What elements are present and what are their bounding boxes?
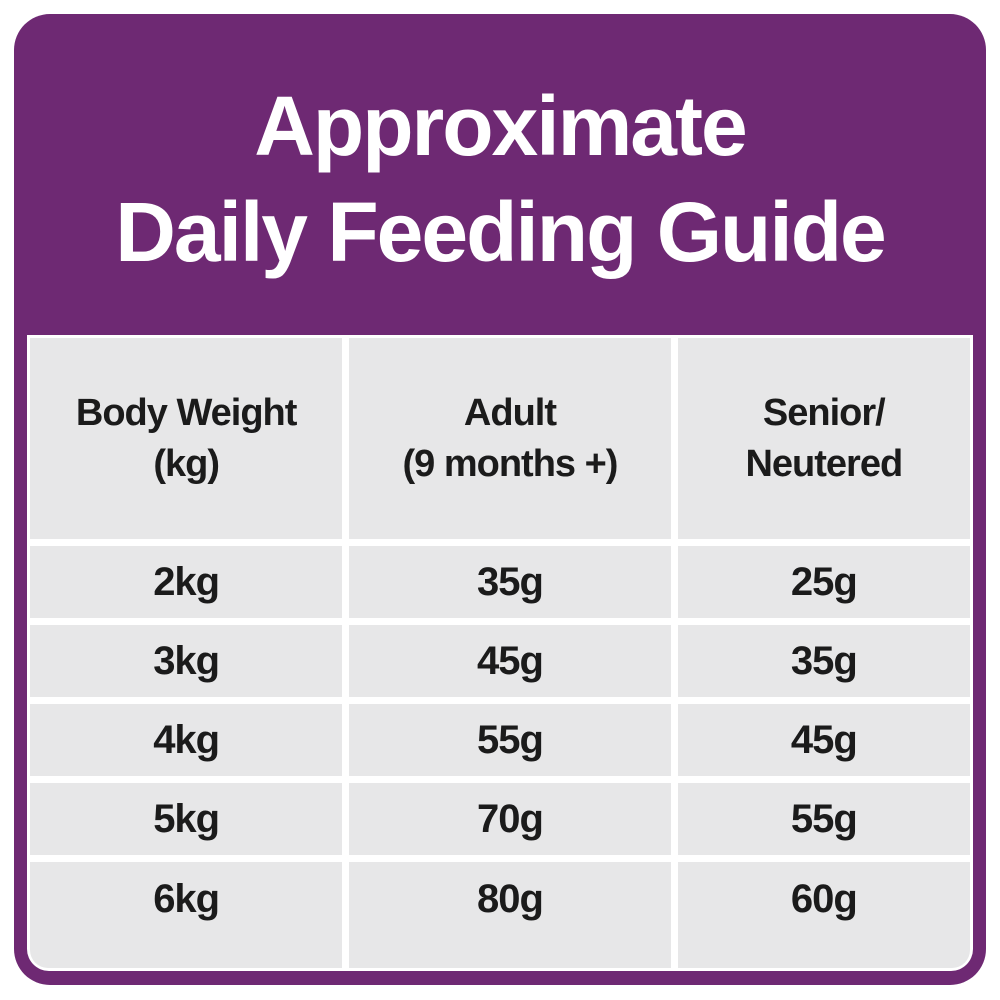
table-cell: 55g [349, 704, 671, 776]
table-cell: 45g [349, 625, 671, 697]
table-cell: 5kg [30, 783, 343, 855]
table-cell: 55g [677, 783, 970, 855]
table-cell: 70g [349, 783, 671, 855]
feeding-guide-card: Approximate Daily Feeding Guide Body Wei… [14, 14, 986, 985]
card-title: Approximate Daily Feeding Guide [115, 73, 886, 285]
table-cell: 2kg [30, 546, 343, 618]
title-line-1: Approximate [254, 78, 747, 173]
column-header-senior-neutered: Senior/ Neutered [677, 338, 970, 539]
table-cell: 45g [677, 704, 970, 776]
table-cell: 35g [349, 546, 671, 618]
card-header: Approximate Daily Feeding Guide [14, 14, 986, 335]
table-cell: 6kg [30, 862, 343, 968]
table-cell: 35g [677, 625, 970, 697]
feeding-table: Body Weight (kg) Adult (9 months +) Senior… [27, 335, 973, 971]
column-header-body-weight: Body Weight (kg) [30, 338, 343, 539]
table-cell: 25g [677, 546, 970, 618]
table-cell: 4kg [30, 704, 343, 776]
column-header-adult: Adult (9 months +) [349, 338, 671, 539]
table-cell: 80g [349, 862, 671, 968]
title-line-2: Daily Feeding Guide [115, 184, 886, 279]
table-cell: 3kg [30, 625, 343, 697]
table-cell: 60g [677, 862, 970, 968]
